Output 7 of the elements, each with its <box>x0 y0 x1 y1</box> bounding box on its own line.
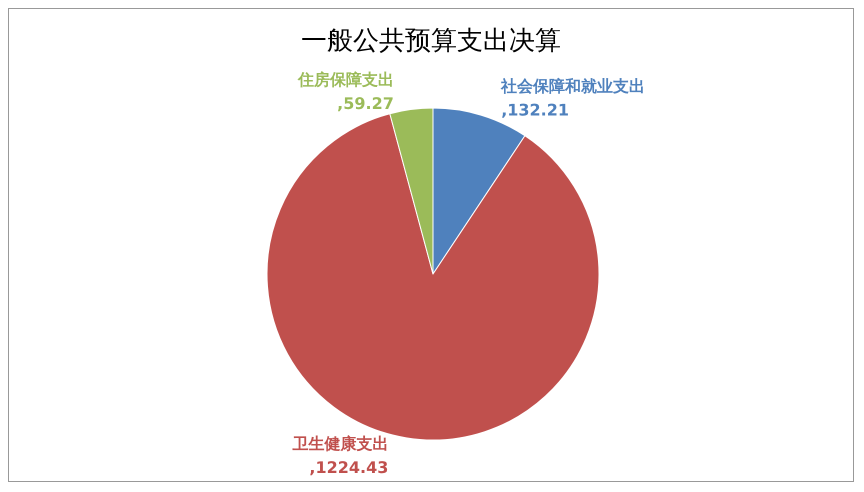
data-label: ,1224.43 <box>309 458 388 478</box>
data-label: ,59.27 <box>337 94 394 114</box>
slice-label: 住房保障支出 <box>296 70 394 90</box>
data-label: ,132.21 <box>501 100 570 120</box>
chart-title: 一般公共预算支出决算 <box>301 26 561 56</box>
slice-label: 卫生健康支出 <box>291 434 388 454</box>
slice-label: 社会保障和就业支出 <box>500 76 646 96</box>
